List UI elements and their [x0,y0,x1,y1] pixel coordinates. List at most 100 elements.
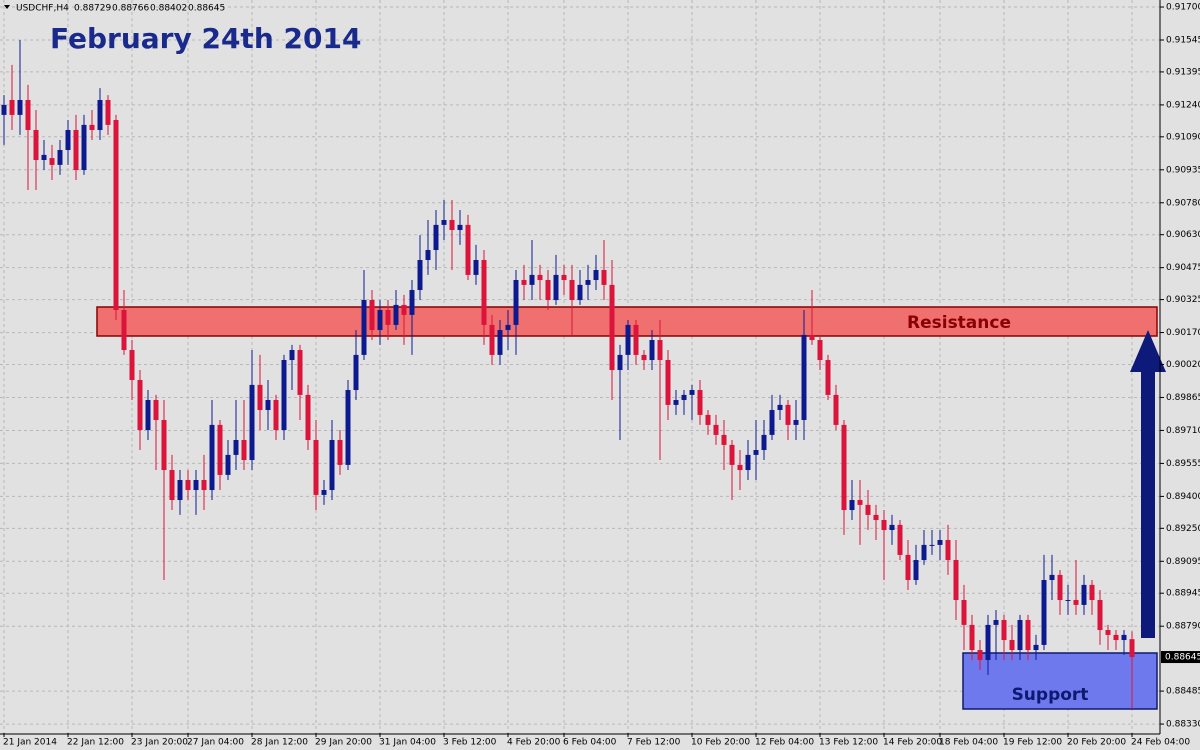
header-low: 0.88402 [150,4,187,14]
candle-body [1041,580,1047,645]
x-tick-label: 29 Jan 20:00 [315,738,372,748]
candle-body [1113,634,1119,641]
y-tick-label: 0.89865 [1166,393,1200,403]
y-tick-label: 0.89400 [1166,492,1200,502]
x-tick-label: 24 Feb 04:00 [1131,738,1190,748]
candle-body [81,124,87,171]
candle-body [649,340,655,361]
candle-body [1097,600,1103,631]
candle-body [977,650,983,661]
candle-body [9,100,15,115]
candle-body [761,434,767,451]
candle-body [401,304,407,315]
candle-body [361,300,367,355]
x-tick-label: 21 Jan 2014 [3,738,57,748]
candle-body [1081,584,1087,605]
y-tick-label: 0.89710 [1166,426,1200,436]
candle-body [465,224,471,275]
candle-body [57,150,63,165]
candle-body [553,274,559,301]
candle-body [721,434,727,445]
candle-body [521,280,527,285]
x-tick-label: 7 Feb 12:00 [627,738,681,748]
candle-body [489,324,495,355]
candle-body [1057,574,1063,601]
candles [1,40,1135,709]
y-tick-label: 0.91240 [1166,100,1200,110]
candle-body [481,260,487,325]
y-tick-label: 0.90020 [1166,360,1200,370]
candle-body [137,380,143,431]
candle-body [905,554,911,581]
candle-body [729,444,735,465]
candle-body [1065,600,1071,602]
candle-body [593,270,599,281]
candle-body [89,124,95,131]
candle-body [689,390,695,395]
candle-body [825,360,831,395]
candle-body [209,424,215,491]
candle-body [65,130,71,151]
candle-body [713,424,719,435]
y-tick-label: 0.90935 [1166,165,1200,175]
candle-body [1073,600,1079,605]
resistance-label: Resistance [907,313,1011,333]
candle-body [97,100,103,131]
candle-body [321,490,327,495]
candle-body [409,290,415,315]
candle-body [705,414,711,425]
candle-body [793,420,799,425]
x-tick-label: 23 Jan 20:00 [131,738,188,748]
y-tick-label: 0.91700 [1166,3,1200,13]
candle-body [673,400,679,405]
support-label: Support [1012,685,1089,705]
candle-body [185,480,191,491]
candle-body [425,250,431,261]
candle-body [153,400,159,421]
candle-body [417,260,423,291]
y-tick-label: 0.90630 [1166,230,1200,240]
candle-body [305,394,311,441]
candle-body [161,420,167,471]
candle-body [329,440,335,491]
x-tick-label: 13 Feb 12:00 [819,738,878,748]
candle-body [537,274,543,281]
x-tick-label: 19 Feb 12:00 [1003,738,1062,748]
y-tick-label: 0.89095 [1166,557,1200,567]
candle-body [225,454,231,475]
candle-body [449,220,455,231]
candle-body [865,504,871,515]
up-arrow [1130,330,1166,638]
menu-triangle[interactable] [4,5,10,9]
x-tick-label: 28 Jan 12:00 [251,738,308,748]
x-tick-label: 6 Feb 04:00 [563,738,617,748]
header-open: 0.88729 [74,4,111,14]
candle-body [873,514,879,521]
candle-body [393,304,399,325]
candle-body [785,404,791,425]
candle-body [681,394,687,401]
candle-body [1033,644,1039,651]
candle-body [753,450,759,455]
candle-body [1129,639,1135,658]
candle-body [441,220,447,225]
x-tick-label: 31 Jan 04:00 [379,738,436,748]
candle-body [297,350,303,395]
header-close: 0.88645 [188,4,225,14]
candle-body [1121,634,1127,641]
price-marker-label: 0.88645 [1165,653,1200,663]
candle-body [1105,630,1111,635]
y-tick-label: 0.91545 [1166,36,1200,46]
candle-body [585,280,591,285]
candle-body [881,520,887,531]
candle-body [177,480,183,501]
x-tick-label: 20 Feb 20:00 [1067,738,1126,748]
x-tick-label: 4 Feb 20:00 [507,738,561,748]
candle-body [337,440,343,465]
price-marker [1161,651,1200,664]
y-tick-label: 0.90780 [1166,198,1200,208]
candle-body [857,500,863,505]
y-tick-label: 0.90325 [1166,295,1200,305]
candle-body [561,274,567,281]
x-tick-label: 14 Feb 20:00 [883,738,942,748]
